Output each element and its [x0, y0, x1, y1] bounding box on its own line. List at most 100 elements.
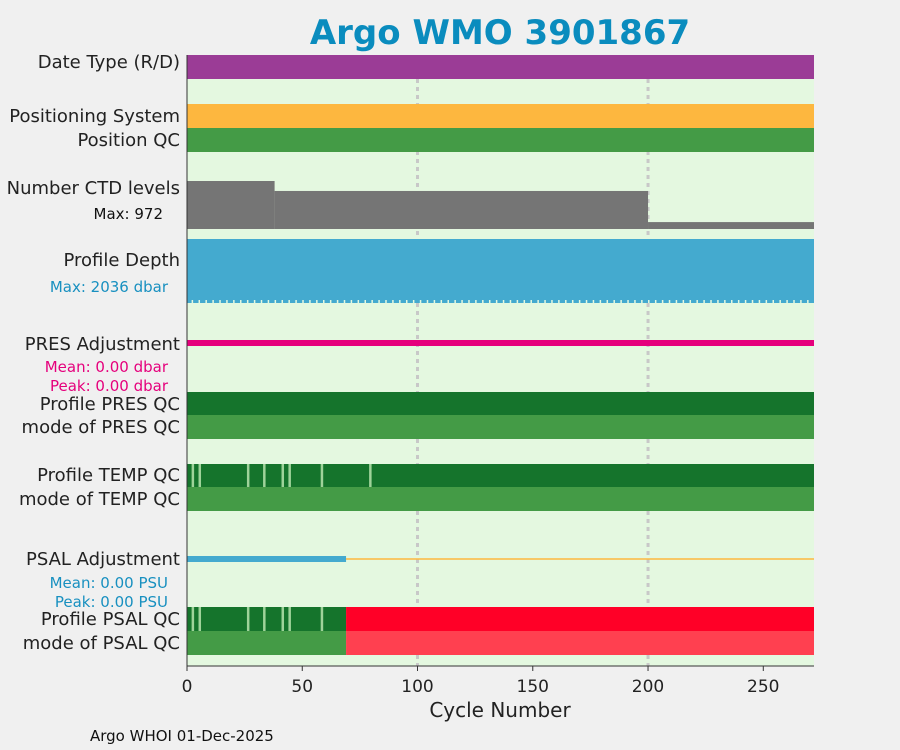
depth-edge-mark — [468, 300, 470, 303]
bar-segment — [187, 128, 814, 152]
row-sublabel: Max: 972 — [94, 205, 163, 223]
qc-flag-mark — [198, 607, 202, 631]
depth-edge-mark — [620, 300, 622, 303]
qc-flag-mark — [198, 464, 202, 487]
qc-flag-mark — [263, 607, 266, 631]
depth-edge-mark — [399, 300, 401, 303]
depth-edge-mark — [488, 300, 491, 303]
depth-edge-mark — [385, 300, 387, 303]
bar-segment — [187, 55, 814, 79]
row-sublabel: Peak: 0.00 dbar — [50, 377, 169, 395]
depth-edge-mark — [585, 300, 588, 303]
bar-segment — [187, 631, 347, 655]
depth-edge-mark — [267, 300, 270, 303]
depth-edge-mark — [606, 300, 609, 303]
qc-flag-mark — [288, 607, 291, 631]
depth-edge-mark — [482, 300, 484, 303]
depth-edge-mark — [509, 300, 512, 303]
row-label: Position QC — [77, 130, 180, 151]
depth-edge-mark — [807, 300, 809, 303]
row-profile-temp-qc — [187, 464, 814, 487]
depth-edge-mark — [233, 300, 235, 303]
depth-edge-mark — [765, 300, 768, 303]
depth-edge-mark — [433, 300, 436, 303]
bar-segment — [187, 415, 814, 439]
depth-edge-mark — [316, 300, 318, 303]
bar-segment — [187, 487, 814, 511]
depth-edge-mark — [737, 300, 740, 303]
row-mode-temp-qc — [187, 487, 814, 511]
bar-segment — [187, 607, 347, 631]
qc-flag-mark — [281, 607, 285, 631]
ctd-level-bar — [274, 190, 649, 229]
qc-flag-mark — [288, 464, 291, 487]
row-profile-psal-qc — [187, 607, 814, 631]
pres-adjustment-line — [187, 340, 814, 346]
row-mode-pres-qc — [187, 415, 814, 439]
depth-edge-mark — [378, 300, 380, 303]
x-axis: 0 50 100 150 200 250 — [182, 55, 814, 697]
ctd-level-bar — [648, 222, 814, 229]
depth-edge-mark — [544, 300, 546, 303]
bar-segment — [187, 392, 814, 415]
depth-edge-mark — [364, 300, 366, 303]
row-label: Number CTD levels — [7, 178, 180, 199]
depth-edge-mark — [516, 300, 519, 303]
depth-edge-mark — [696, 300, 698, 303]
qc-flag-mark — [369, 464, 372, 487]
row-mode-psal-qc — [187, 631, 814, 655]
x-tick-label: 200 — [632, 677, 664, 697]
depth-edge-mark — [281, 300, 284, 303]
depth-edge-mark — [419, 300, 422, 303]
qc-flag-mark — [246, 607, 250, 631]
row-label: mode of PRES QC — [22, 417, 180, 438]
row-label: mode of PSAL QC — [23, 633, 180, 654]
depth-edge-mark — [253, 300, 256, 303]
depth-edge-mark — [724, 300, 726, 303]
depth-edge-mark — [682, 300, 685, 303]
row-labels: Date Type (R/D) Positioning System Positio… — [7, 52, 180, 654]
x-tick-label: 50 — [291, 677, 313, 697]
depth-edge-mark — [613, 300, 615, 303]
row-profile-pres-qc — [187, 392, 814, 415]
depth-edge-mark — [461, 300, 463, 303]
plot-background — [187, 55, 814, 666]
depth-edge-mark — [447, 300, 449, 303]
depth-edge-mark — [495, 300, 498, 303]
row-label: Date Type (R/D) — [38, 52, 180, 73]
depth-edge-mark — [668, 300, 671, 303]
row-label: Positioning System — [9, 106, 180, 127]
depth-edge-mark — [578, 300, 581, 303]
qc-flag-mark — [263, 464, 266, 487]
depth-edge-mark — [751, 300, 754, 303]
row-profile-depth — [187, 239, 814, 303]
qc-flag-mark — [320, 607, 324, 631]
bar-segment — [187, 464, 814, 487]
row-label: mode of TEMP QC — [19, 489, 180, 510]
depth-bar — [187, 239, 814, 303]
depth-edge-mark — [240, 300, 242, 303]
depth-edge-mark — [288, 300, 290, 303]
qc-flag-mark — [320, 464, 324, 487]
depth-edge-mark — [627, 300, 629, 303]
x-tick-label: 0 — [182, 677, 193, 697]
x-axis-label: Cycle Number — [429, 698, 571, 722]
depth-edge-mark — [329, 300, 332, 303]
depth-edge-mark — [571, 300, 574, 303]
depth-edge-mark — [336, 300, 339, 303]
depth-edge-mark — [641, 300, 643, 303]
depth-edge-mark — [648, 300, 650, 303]
row-sublabel: Peak: 0.00 PSU — [55, 593, 168, 611]
qc-flag-mark — [281, 464, 285, 487]
depth-edge-mark — [212, 300, 214, 303]
depth-edge-mark — [246, 300, 249, 303]
depth-edge-mark — [523, 300, 526, 303]
depth-edge-mark — [371, 300, 373, 303]
depth-edge-mark — [793, 300, 795, 303]
qc-flag-mark — [246, 464, 250, 487]
row-sublabel: Mean: 0.00 dbar — [45, 358, 169, 376]
depth-edge-mark — [654, 300, 657, 303]
depth-edge-mark — [219, 300, 221, 303]
depth-edge-mark — [302, 300, 304, 303]
depth-edge-mark — [357, 300, 360, 303]
